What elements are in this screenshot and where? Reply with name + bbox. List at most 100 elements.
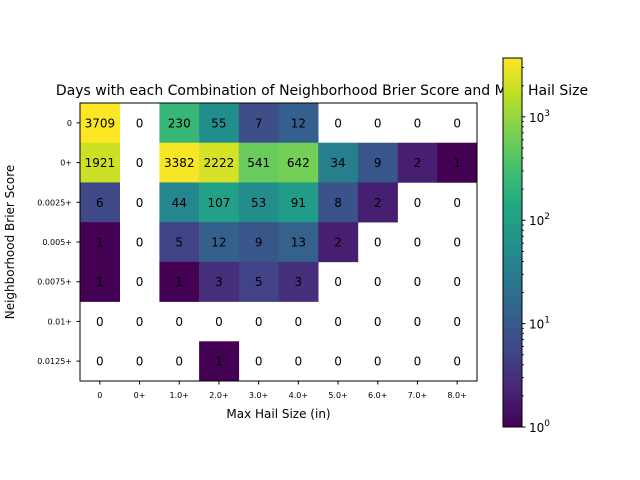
cell-value: 12 bbox=[291, 116, 306, 130]
cell-value: 0 bbox=[175, 315, 183, 329]
cell-value: 2 bbox=[334, 236, 342, 250]
cell-value: 0 bbox=[374, 116, 382, 130]
cell-value: 2 bbox=[414, 156, 422, 170]
colorbar-tick-label: 102 bbox=[529, 212, 550, 228]
heatmap-cell bbox=[199, 341, 240, 382]
cell-value: 55 bbox=[211, 116, 226, 130]
heatmap-cell bbox=[80, 142, 120, 183]
heatmap-cell bbox=[199, 222, 240, 263]
cell-value: 2222 bbox=[204, 156, 235, 170]
x-tick-label: 5.0+ bbox=[328, 391, 347, 400]
colorbar-tick-label: 103 bbox=[529, 109, 550, 125]
heatmap-cell bbox=[318, 182, 359, 223]
x-tick-label: 0 bbox=[97, 391, 102, 400]
y-axis-ticks: 0 0+ 0.0025+ 0.005+ 0.0075+ 0.01+ 0.0125+ bbox=[37, 119, 80, 366]
heatmap-cell bbox=[80, 222, 120, 263]
cell-value: 0 bbox=[453, 236, 461, 250]
cell-value: 0 bbox=[96, 315, 104, 329]
cell-value: 0 bbox=[136, 355, 144, 369]
heatmap-cell bbox=[238, 261, 279, 302]
y-axis-label: Neighborhood Brier Score bbox=[3, 165, 17, 320]
cell-value: 0 bbox=[334, 355, 342, 369]
cell-value: 3 bbox=[215, 275, 223, 289]
heatmap-cell bbox=[159, 182, 200, 223]
cell-value: 7 bbox=[255, 116, 263, 130]
cell-value: 2 bbox=[374, 196, 382, 210]
heatmap-cell bbox=[278, 261, 319, 302]
heatmap-cell bbox=[278, 222, 319, 263]
cell-value: 230 bbox=[168, 116, 191, 130]
cell-value: 1 bbox=[175, 275, 183, 289]
heatmap-cell bbox=[397, 142, 438, 183]
y-tick-label: 0.0125+ bbox=[37, 357, 72, 366]
cell-value: 0 bbox=[215, 315, 223, 329]
y-tick-label: 0.0025+ bbox=[37, 198, 72, 207]
cell-value: 0 bbox=[136, 315, 144, 329]
cell-value: 0 bbox=[453, 315, 461, 329]
cell-value: 3382 bbox=[164, 156, 195, 170]
colorbar-tick-label: 100 bbox=[529, 419, 550, 435]
cell-value: 0 bbox=[334, 315, 342, 329]
cell-value: 0 bbox=[255, 355, 263, 369]
cell-value: 44 bbox=[172, 196, 187, 210]
heatmap-cell bbox=[238, 103, 279, 144]
heatmap-cell bbox=[238, 182, 279, 223]
cell-value: 0 bbox=[255, 315, 263, 329]
x-tick-label: 1.0+ bbox=[170, 391, 189, 400]
cell-value: 9 bbox=[255, 236, 263, 250]
heatmap-cell bbox=[238, 142, 279, 183]
cell-value: 0 bbox=[374, 236, 382, 250]
x-tick-label: 3.0+ bbox=[249, 391, 268, 400]
cell-value: 0 bbox=[334, 275, 342, 289]
heatmap-cell bbox=[80, 182, 120, 223]
heatmap-cell bbox=[199, 182, 240, 223]
cell-value: 541 bbox=[247, 156, 270, 170]
heatmap-cell bbox=[357, 182, 398, 223]
cell-value: 3709 bbox=[85, 116, 116, 130]
cell-value: 0 bbox=[136, 116, 144, 130]
heatmap-cell bbox=[238, 222, 279, 263]
cell-value: 0 bbox=[453, 116, 461, 130]
x-tick-label: 4.0+ bbox=[289, 391, 308, 400]
cell-value: 0 bbox=[136, 196, 144, 210]
cell-value: 1 bbox=[453, 156, 461, 170]
chart-title: Days with each Combination of Neighborho… bbox=[56, 83, 588, 99]
heatmap-cells bbox=[80, 103, 478, 382]
cell-value: 34 bbox=[330, 156, 345, 170]
heatmap-cell bbox=[80, 261, 120, 302]
heatmap-cell bbox=[159, 222, 200, 263]
heatmap-cell bbox=[357, 142, 398, 183]
colorbar bbox=[502, 57, 523, 428]
cell-value: 5 bbox=[255, 275, 263, 289]
cell-value: 0 bbox=[295, 315, 303, 329]
heatmap-cell bbox=[159, 142, 200, 183]
x-tick-label: 0+ bbox=[134, 391, 146, 400]
x-tick-label: 7.0+ bbox=[408, 391, 427, 400]
heatmap-cell bbox=[278, 103, 319, 144]
cell-value: 0 bbox=[414, 275, 422, 289]
cell-value: 0 bbox=[374, 355, 382, 369]
heatmap-cell bbox=[437, 142, 478, 183]
x-tick-label: 8.0+ bbox=[447, 391, 466, 400]
cell-value: 0 bbox=[414, 315, 422, 329]
cell-value: 0 bbox=[453, 355, 461, 369]
heatmap-cell bbox=[159, 103, 200, 144]
cell-value: 107 bbox=[207, 196, 230, 210]
cell-value: 0 bbox=[295, 355, 303, 369]
cell-value: 0 bbox=[453, 275, 461, 289]
cell-value: 1 bbox=[96, 236, 104, 250]
cell-value: 0 bbox=[414, 355, 422, 369]
cell-value: 0 bbox=[374, 275, 382, 289]
heatmap-cell bbox=[159, 261, 200, 302]
y-tick-label: 0+ bbox=[60, 159, 72, 168]
cell-value: 8 bbox=[334, 196, 342, 210]
heatmap-cell bbox=[278, 182, 319, 223]
cell-value: 0 bbox=[414, 196, 422, 210]
cell-value: 9 bbox=[374, 156, 382, 170]
x-axis-ticks: 0 0+ 1.0+ 2.0+ 3.0+ 4.0+ 5.0+ 6.0+ 7.0+ 8.0+ bbox=[97, 381, 467, 400]
heatmap-cell bbox=[80, 103, 120, 144]
heatmap-cell bbox=[199, 103, 240, 144]
cell-value: 1 bbox=[215, 355, 223, 369]
cell-value: 3 bbox=[295, 275, 303, 289]
